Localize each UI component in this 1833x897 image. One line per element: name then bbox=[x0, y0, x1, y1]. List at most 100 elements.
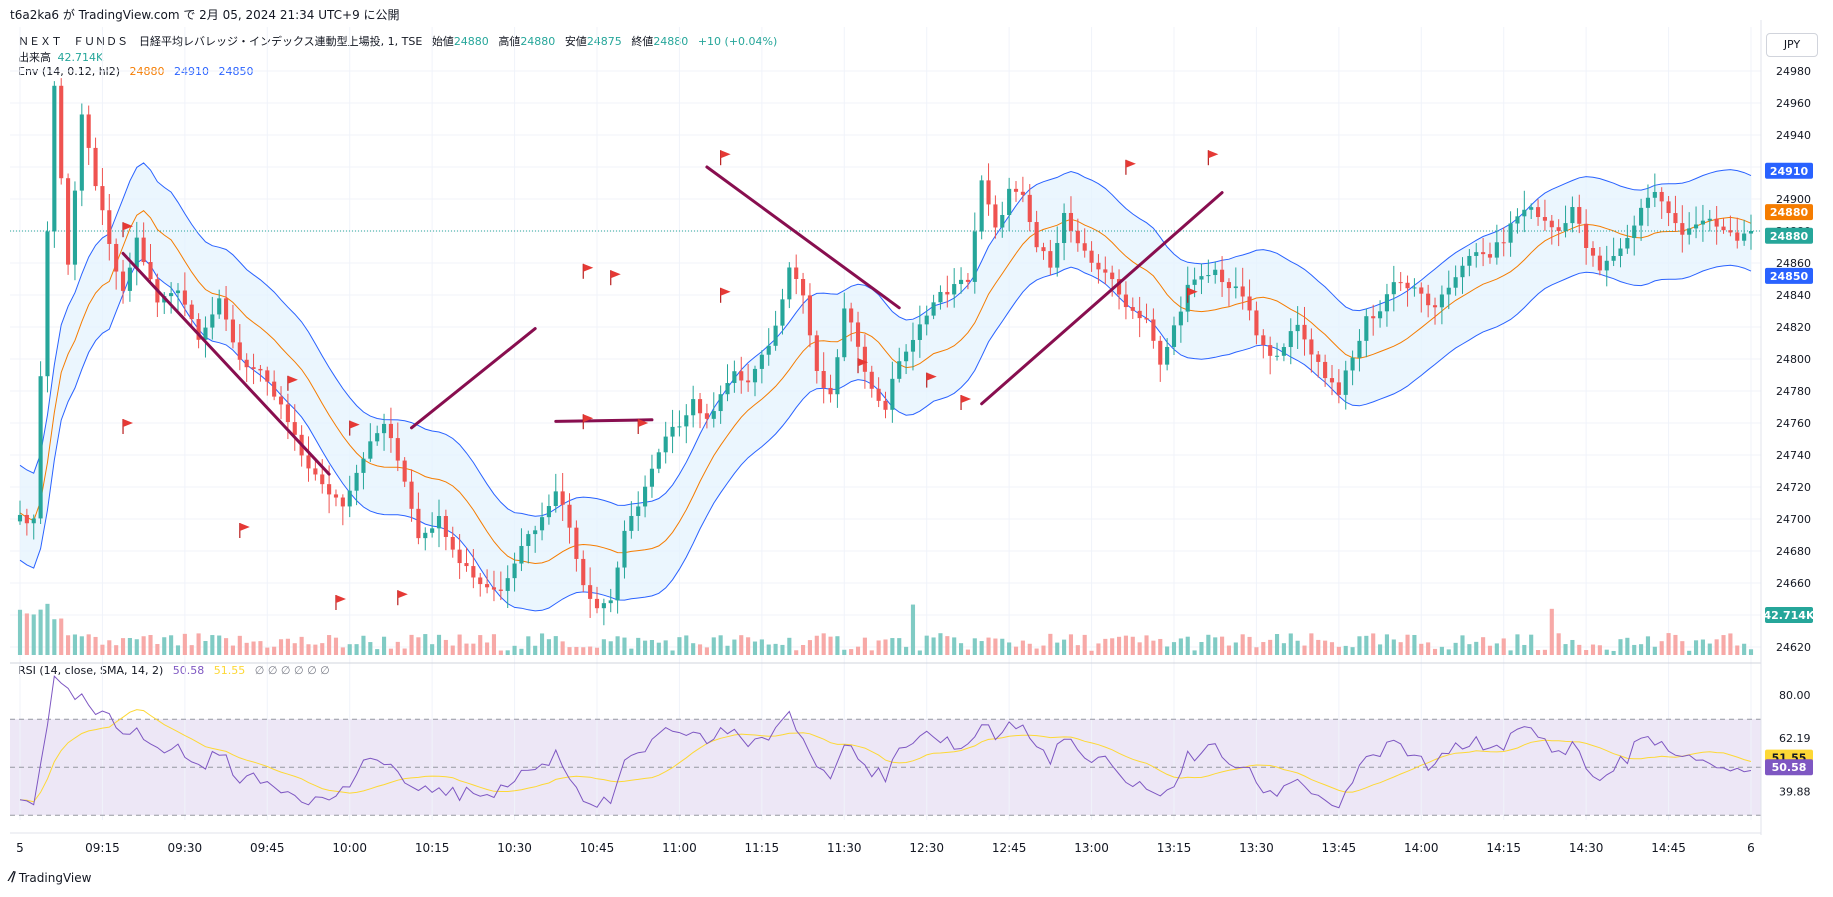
candle bbox=[59, 85, 64, 179]
candle bbox=[883, 400, 888, 410]
candle bbox=[1542, 217, 1547, 221]
candle bbox=[917, 324, 922, 340]
candle bbox=[1439, 294, 1444, 308]
volume-bar bbox=[1700, 639, 1705, 655]
candle bbox=[897, 361, 902, 379]
candle bbox=[416, 508, 421, 539]
candle bbox=[945, 291, 950, 295]
currency-button[interactable]: JPY bbox=[1766, 33, 1818, 57]
time-tick-label: 14:00 bbox=[1404, 841, 1439, 855]
volume-bar bbox=[1034, 648, 1039, 655]
volume-bar bbox=[45, 603, 50, 655]
volume-bar bbox=[924, 635, 929, 655]
flag-icon bbox=[123, 222, 134, 231]
candle bbox=[457, 549, 462, 564]
flag-icon bbox=[720, 287, 731, 296]
volume-bar bbox=[972, 638, 977, 655]
volume-bar bbox=[134, 639, 139, 655]
volume-tag-bg bbox=[1765, 607, 1813, 623]
volume-bar bbox=[574, 646, 579, 655]
trendline bbox=[121, 251, 331, 476]
volume-bar bbox=[677, 637, 682, 655]
volume-bar bbox=[1151, 640, 1156, 655]
trendlines[interactable] bbox=[121, 165, 1224, 476]
candle bbox=[127, 267, 132, 291]
candle bbox=[114, 243, 119, 272]
volume-bar bbox=[237, 635, 242, 655]
volume-bar bbox=[1055, 642, 1060, 655]
volume-bar bbox=[505, 650, 510, 655]
symbol-legend: ＮＥＸＴ ＦＵＮＤＳ 日経平均レバレッジ・インデックス連動型上場投, 1, TS… bbox=[18, 33, 783, 49]
trendline bbox=[410, 327, 537, 430]
envelope-band bbox=[20, 162, 1751, 611]
volume-bar bbox=[162, 637, 167, 655]
candle bbox=[1577, 207, 1582, 224]
volume-bar bbox=[1158, 638, 1163, 655]
candle bbox=[1220, 269, 1225, 283]
candle bbox=[1707, 218, 1712, 221]
candle bbox=[1659, 191, 1664, 202]
candle bbox=[1687, 228, 1692, 235]
volume-bar bbox=[581, 647, 586, 655]
change-value: +10 (+0.04%) bbox=[697, 35, 778, 48]
candle bbox=[697, 399, 703, 414]
flag-icon bbox=[123, 419, 134, 427]
candle bbox=[1405, 282, 1410, 289]
volume-bar bbox=[38, 609, 43, 655]
time-tick-label: 14:30 bbox=[1569, 841, 1604, 855]
candle bbox=[924, 315, 929, 325]
volume-bar bbox=[560, 641, 565, 655]
volume-bar bbox=[416, 637, 421, 655]
candle bbox=[1501, 242, 1506, 244]
price-tick-label: 24780 bbox=[1776, 385, 1811, 398]
symbol-name: ＮＥＸＴ ＦＵＮＤＳ 日経平均レバレッジ・インデックス連動型上場投, 1, TS… bbox=[18, 35, 423, 48]
volume-legend: 出来高 42.714K bbox=[18, 49, 109, 65]
candle bbox=[1357, 340, 1362, 358]
volume-bar bbox=[306, 644, 311, 655]
candle bbox=[1693, 224, 1699, 229]
candle bbox=[1474, 252, 1479, 256]
candle bbox=[965, 279, 970, 282]
price-tick-label: 24760 bbox=[1776, 417, 1811, 430]
volume-bar bbox=[1426, 642, 1431, 655]
price-tick-label: 24820 bbox=[1776, 321, 1811, 334]
candle bbox=[1625, 238, 1630, 249]
volume-bar bbox=[979, 641, 984, 655]
volume-bar bbox=[986, 637, 991, 655]
candle bbox=[1288, 331, 1293, 348]
volume-bar bbox=[1316, 639, 1321, 655]
volume-bar bbox=[340, 647, 345, 655]
volume-bar bbox=[1371, 633, 1376, 655]
volume-bar bbox=[402, 648, 407, 655]
volume-bar bbox=[1206, 634, 1211, 655]
volume-bar bbox=[746, 637, 751, 655]
candle bbox=[526, 534, 531, 546]
candle bbox=[423, 532, 428, 539]
volume-bar bbox=[127, 638, 132, 655]
candle bbox=[1048, 251, 1053, 268]
volume-bar bbox=[1687, 650, 1692, 655]
low-label: 安値 bbox=[564, 35, 587, 48]
volume-bar bbox=[876, 640, 881, 655]
volume-bar bbox=[1357, 636, 1362, 655]
volume-bar bbox=[272, 646, 277, 655]
volume-bar bbox=[814, 635, 819, 655]
volume-bar bbox=[1178, 638, 1183, 655]
volume-bar bbox=[1522, 644, 1527, 655]
volume-bar bbox=[1494, 643, 1499, 655]
volume-bar bbox=[368, 642, 373, 655]
volume-bar bbox=[1398, 642, 1403, 655]
candle bbox=[79, 114, 84, 191]
candle bbox=[711, 411, 716, 419]
candle bbox=[1274, 355, 1280, 357]
volume-bar bbox=[1323, 640, 1328, 655]
candle bbox=[1384, 294, 1390, 312]
volume-bar bbox=[1020, 640, 1025, 655]
candle bbox=[1487, 254, 1493, 258]
candle bbox=[388, 423, 393, 439]
candle bbox=[725, 383, 730, 395]
time-tick-label: 6 bbox=[1747, 841, 1755, 855]
volume-bar bbox=[1309, 633, 1314, 655]
candle bbox=[1426, 293, 1431, 306]
